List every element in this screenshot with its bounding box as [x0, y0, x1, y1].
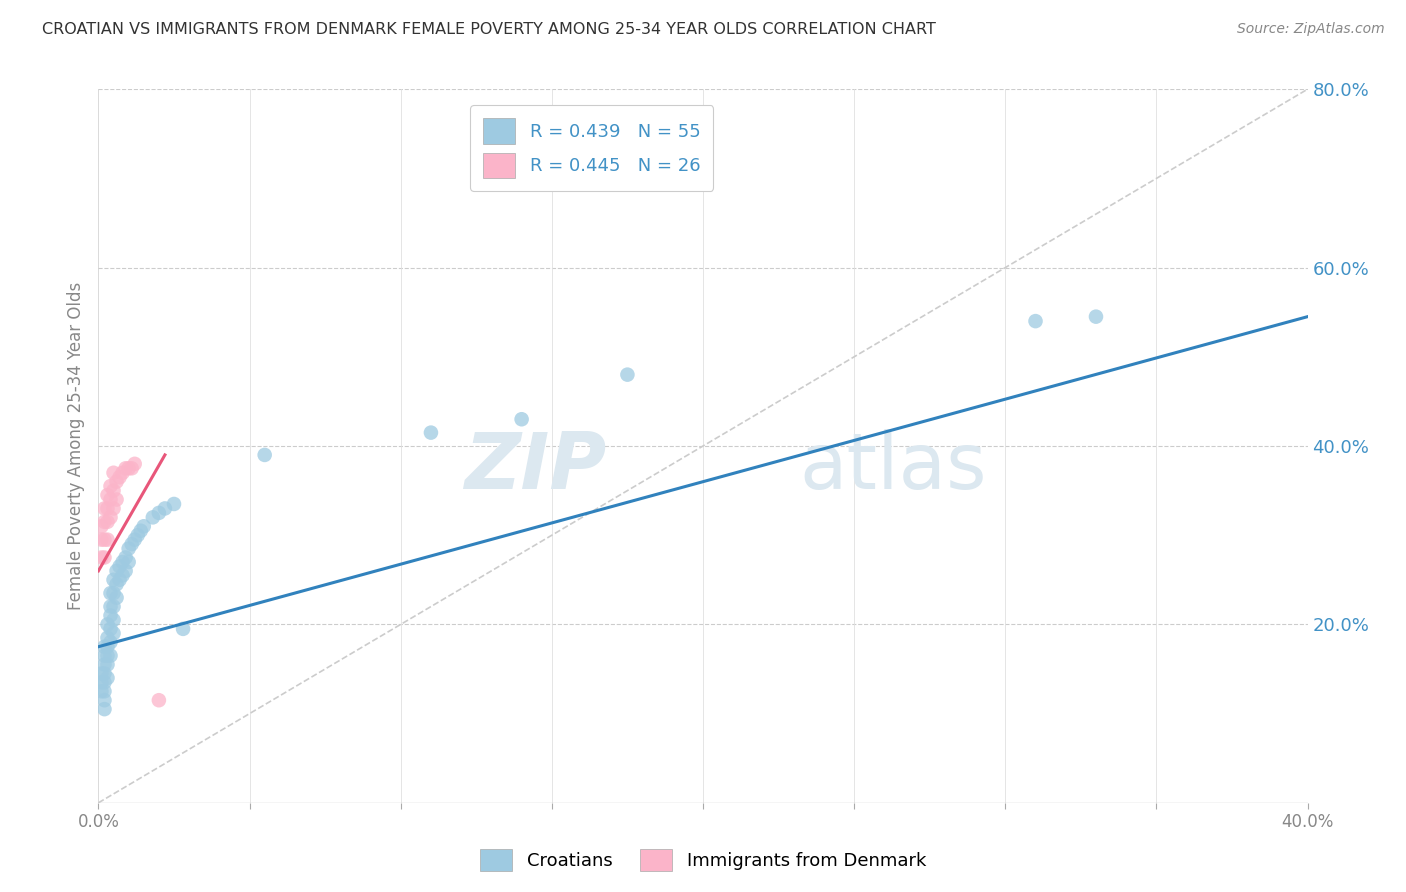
Point — [96, 533, 118, 547]
Point — [172, 622, 194, 636]
Point — [142, 510, 165, 524]
Point — [93, 501, 115, 516]
Point — [96, 631, 118, 645]
Point — [93, 648, 115, 663]
Point — [100, 622, 122, 636]
Point — [100, 586, 122, 600]
Point — [118, 461, 141, 475]
Y-axis label: Female Poverty Among 25-34 Year Olds: Female Poverty Among 25-34 Year Olds — [66, 282, 84, 610]
Point — [118, 555, 141, 569]
Point — [114, 564, 136, 578]
Point — [93, 657, 115, 672]
Point — [93, 550, 115, 565]
Point — [153, 501, 176, 516]
Point — [127, 528, 149, 542]
Point — [93, 640, 115, 654]
Point — [103, 573, 125, 587]
Point — [103, 501, 125, 516]
Point — [93, 515, 115, 529]
Point — [103, 466, 125, 480]
Point — [103, 483, 125, 498]
Point — [510, 412, 533, 426]
Point — [90, 550, 112, 565]
Point — [90, 519, 112, 533]
Point — [103, 626, 125, 640]
Point — [93, 702, 115, 716]
Point — [616, 368, 638, 382]
Point — [96, 640, 118, 654]
Point — [105, 591, 128, 605]
Point — [124, 457, 146, 471]
Point — [129, 524, 152, 538]
Point — [100, 479, 122, 493]
Text: ZIP: ZIP — [464, 429, 606, 506]
Point — [111, 466, 134, 480]
Point — [93, 675, 115, 690]
Point — [253, 448, 276, 462]
Point — [420, 425, 443, 440]
Point — [163, 497, 186, 511]
Point — [90, 684, 112, 698]
Point — [105, 475, 128, 489]
Point — [96, 515, 118, 529]
Point — [96, 648, 118, 663]
Point — [111, 568, 134, 582]
Point — [132, 519, 155, 533]
Point — [96, 671, 118, 685]
Point — [118, 541, 141, 556]
Point — [114, 550, 136, 565]
Point — [93, 684, 115, 698]
Point — [90, 666, 112, 681]
Point — [93, 666, 115, 681]
Point — [108, 573, 131, 587]
Point — [103, 599, 125, 614]
Point — [148, 506, 170, 520]
Point — [100, 510, 122, 524]
Point — [100, 648, 122, 663]
Point — [100, 599, 122, 614]
Point — [96, 501, 118, 516]
Point — [96, 488, 118, 502]
Point — [108, 470, 131, 484]
Point — [100, 635, 122, 649]
Point — [105, 564, 128, 578]
Point — [103, 613, 125, 627]
Point — [114, 461, 136, 475]
Point — [148, 693, 170, 707]
Text: atlas: atlas — [800, 429, 987, 506]
Point — [1085, 310, 1108, 324]
Point — [121, 537, 143, 551]
Point — [124, 533, 146, 547]
Point — [96, 657, 118, 672]
Point — [121, 461, 143, 475]
Point — [1024, 314, 1046, 328]
Point — [93, 693, 115, 707]
Point — [105, 492, 128, 507]
Legend: R = 0.439   N = 55, R = 0.445   N = 26: R = 0.439 N = 55, R = 0.445 N = 26 — [470, 105, 713, 191]
Text: Source: ZipAtlas.com: Source: ZipAtlas.com — [1237, 22, 1385, 37]
Point — [100, 492, 122, 507]
Legend: Croatians, Immigrants from Denmark: Croatians, Immigrants from Denmark — [472, 842, 934, 879]
Point — [96, 617, 118, 632]
Point — [108, 559, 131, 574]
Point — [90, 533, 112, 547]
Point — [90, 675, 112, 690]
Text: CROATIAN VS IMMIGRANTS FROM DENMARK FEMALE POVERTY AMONG 25-34 YEAR OLDS CORRELA: CROATIAN VS IMMIGRANTS FROM DENMARK FEMA… — [42, 22, 936, 37]
Point — [103, 586, 125, 600]
Point — [93, 533, 115, 547]
Point — [105, 577, 128, 591]
Point — [111, 555, 134, 569]
Point — [100, 608, 122, 623]
